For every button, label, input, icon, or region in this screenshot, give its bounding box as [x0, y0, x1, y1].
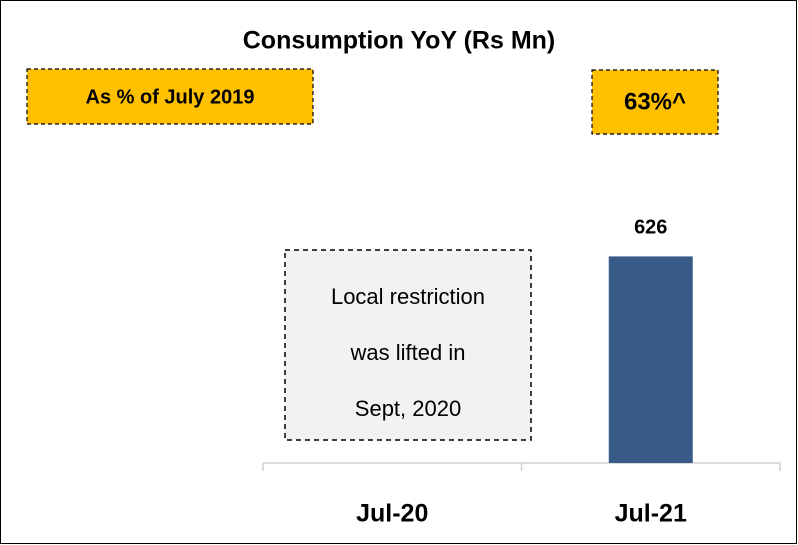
annotation: 63%^: [624, 88, 686, 115]
data-label: 626: [634, 217, 667, 239]
note-box: [284, 249, 532, 441]
x-tick-label: Jul-20: [356, 500, 428, 528]
bar: [608, 256, 693, 463]
note-text: Local restriction: [331, 284, 485, 309]
note-text: Sept, 2020: [355, 396, 461, 421]
annotation-box: [591, 69, 719, 135]
note-text: was lifted in: [350, 340, 466, 365]
chart-title: Consumption YoY (Rs Mn): [243, 27, 556, 55]
annotation: As % of July 2019: [86, 86, 255, 108]
x-tick-label: Jul-21: [615, 500, 687, 528]
annotation-box: [26, 68, 314, 125]
